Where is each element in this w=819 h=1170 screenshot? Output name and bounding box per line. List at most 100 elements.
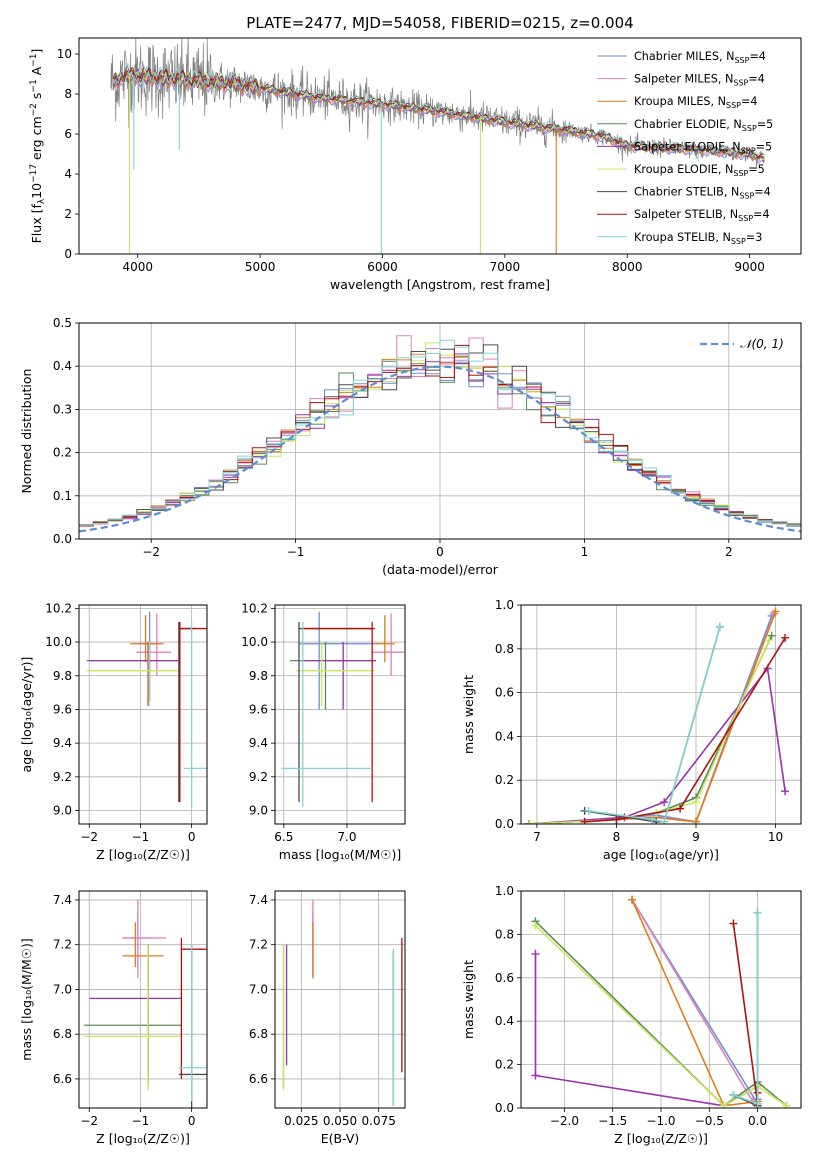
series-line <box>534 920 788 1107</box>
series-kroupa-stelib <box>584 622 724 824</box>
hist-chabrier-elodie <box>79 355 801 526</box>
x-axis-label: wavelength [Angstrom, rest frame] <box>330 277 550 292</box>
y-tick-label: 6.6 <box>53 1072 72 1086</box>
x-tick-label: 6000 <box>367 260 398 274</box>
point-marker <box>782 1101 791 1108</box>
point-marker <box>767 631 776 640</box>
series-line <box>528 666 786 824</box>
y-tick-label: 6.8 <box>249 1027 268 1041</box>
y-tick-label: 0.3 <box>53 402 72 416</box>
panel-ebv-mass: 0.025 0.050 0.075 6.6 6.8 7.0 7.2 7.4 E(B-V) <box>249 890 406 1146</box>
plot-area <box>79 335 801 533</box>
errorbar-kroupa-elodie <box>84 944 182 1091</box>
model-chabrier-stelib <box>112 66 765 160</box>
series-chabrier-miles <box>524 611 776 824</box>
series-salpeter-elodie <box>524 664 790 824</box>
point-marker <box>580 817 589 824</box>
x-tick-label: −2 <box>80 1114 98 1128</box>
x-tick-label: −1.5 <box>598 1114 627 1128</box>
series-salpeter-stelib <box>580 633 790 824</box>
y-tick-label: 0.0 <box>53 532 72 546</box>
y-tick-label: 9.2 <box>53 770 72 784</box>
axes-frame <box>78 37 802 255</box>
x-tick-label: −2 <box>80 830 98 844</box>
y-tick-label: 0.1 <box>53 489 72 503</box>
point-marker <box>765 636 774 645</box>
legend-entry: Chabrier ELODIE, NSSP=5 <box>634 118 773 133</box>
errorbar-kroupa-stelib <box>281 621 373 808</box>
legend-entry: 𝒩(0, 1) <box>740 337 784 351</box>
y-tick-label: 7.0 <box>249 982 268 996</box>
y-tick-label: 9.8 <box>249 669 268 683</box>
y-tick-label: 9.0 <box>249 804 268 818</box>
y-tick-label: 7.2 <box>53 938 72 952</box>
legend-entry: Salpeter MILES, NSSP=4 <box>634 73 765 88</box>
x-tick-label: 2 <box>725 545 733 559</box>
point-marker <box>729 919 738 928</box>
axes-frame <box>520 604 802 825</box>
errorbar-chabrier-stelib <box>178 621 197 803</box>
legend: Chabrier MILES, NSSP=4 Salpeter MILES, NS… <box>597 50 773 246</box>
plot-area <box>531 895 791 1108</box>
x-tick-label: 0.075 <box>362 1114 396 1128</box>
x-tick-label: 1 <box>581 545 589 559</box>
panel-age-weight: 7 8 9 10 0.0 0.2 0.4 0.6 0.8 1.0 age [log₁₀(age/yr… <box>461 598 802 862</box>
y-tick-label: 1.0 <box>495 884 514 898</box>
series-kroupa-elodie <box>524 636 774 824</box>
series-kroupa-miles <box>524 607 780 824</box>
plot-area <box>524 607 790 824</box>
errorbar-salpeter-stelib <box>180 937 207 1079</box>
axes-frame <box>78 890 208 1109</box>
x-tick-label: 0 <box>188 1114 196 1128</box>
panel-Z-age: −2 −1 0 9.0 9.2 9.4 9.6 9.8 10.0 10.2 Z [log₁₀(Z/Z… <box>19 601 208 862</box>
grid <box>275 605 405 824</box>
point-marker <box>660 817 669 824</box>
point-marker <box>584 806 593 815</box>
point-marker <box>531 921 540 930</box>
point-marker <box>753 908 762 917</box>
x-tick-label: −0.5 <box>695 1114 724 1128</box>
panel-spectrum: 4000 5000 6000 7000 8000 9000 0 2 4 6 8 10 wavelengt… <box>29 37 802 292</box>
point-marker <box>676 804 685 813</box>
errorbar-kroupa-miles <box>122 922 164 968</box>
x-axis-label: E(B-V) <box>321 1131 360 1146</box>
panel-mass-age: 6.5 7.0 9.0 9.2 9.4 9.6 9.8 10.0 10.2 mass [log₁₀… <box>241 601 406 862</box>
series-line <box>528 639 770 824</box>
point-marker <box>715 622 724 631</box>
errorbar-kroupa-elodie <box>296 642 375 707</box>
grid <box>521 890 801 1109</box>
point-marker <box>719 1101 728 1108</box>
y-tick-label: 0.2 <box>495 1058 514 1072</box>
x-axis-label: Z [log₁₀(Z/Z☉)] <box>96 1131 190 1146</box>
panel-Z-weight: −2.0 −1.5 −1.0 −0.5 0.0 0.0 0.2 0.4 0.6 0.8 1.0 Z [… <box>461 884 802 1146</box>
y-tick-label: 0.4 <box>495 729 514 743</box>
y-tick-label: 0.2 <box>53 446 72 460</box>
y-tick-label: 0.2 <box>495 773 514 787</box>
errorbar-salpeter-stelib <box>302 621 375 803</box>
x-axis-label: Z [log₁₀(Z/Z☉)] <box>96 847 190 862</box>
series-chabrier-elodie <box>524 631 776 824</box>
hist-chabrier-stelib <box>79 344 801 527</box>
point-marker <box>781 787 790 796</box>
model-kroupa-stelib <box>112 64 765 156</box>
x-tick-label: 6.5 <box>274 830 293 844</box>
point-marker <box>781 633 790 642</box>
y-tick-label: 1.0 <box>495 598 514 612</box>
series-line <box>528 635 773 824</box>
y-tick-label: 7.4 <box>53 893 72 907</box>
legend-entry: Salpeter STELIB, NSSP=4 <box>634 208 770 223</box>
legend-entry: Salpeter ELODIE, NSSP=5 <box>634 140 772 155</box>
errorbar-salpeter-stelib <box>178 621 207 803</box>
point-marker <box>660 798 669 807</box>
plot-area <box>86 611 207 808</box>
y-tick-label: 6.6 <box>249 1072 268 1086</box>
y-axis-label: age [log₁₀(age/yr)] <box>19 657 34 773</box>
x-tick-label: −1 <box>287 545 305 559</box>
y-tick-label: 6.8 <box>53 1027 72 1041</box>
x-axis-label: Z [log₁₀(Z/Z☉)] <box>614 1131 708 1146</box>
y-tick-label: 9.2 <box>249 770 268 784</box>
x-tick-label: 0 <box>188 830 196 844</box>
axes-frame <box>78 604 208 825</box>
x-tick-label: 9 <box>692 830 700 844</box>
x-tick-label: 4000 <box>122 260 153 274</box>
